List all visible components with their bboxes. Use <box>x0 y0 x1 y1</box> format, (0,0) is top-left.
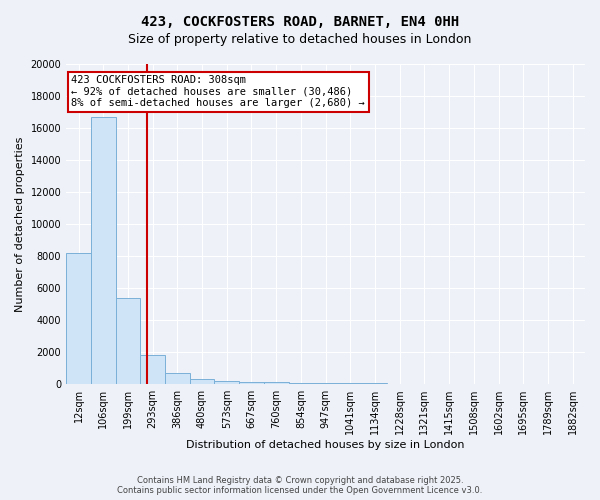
Bar <box>214 380 239 384</box>
Bar <box>289 382 313 384</box>
Bar <box>116 298 140 384</box>
Bar <box>190 379 214 384</box>
Bar <box>264 382 289 384</box>
Text: Contains HM Land Registry data © Crown copyright and database right 2025.
Contai: Contains HM Land Registry data © Crown c… <box>118 476 482 495</box>
Bar <box>165 372 190 384</box>
Bar <box>66 253 91 384</box>
X-axis label: Distribution of detached houses by size in London: Distribution of detached houses by size … <box>187 440 465 450</box>
Text: 423, COCKFOSTERS ROAD, BARNET, EN4 0HH: 423, COCKFOSTERS ROAD, BARNET, EN4 0HH <box>141 15 459 29</box>
Y-axis label: Number of detached properties: Number of detached properties <box>15 136 25 312</box>
Text: 423 COCKFOSTERS ROAD: 308sqm
← 92% of detached houses are smaller (30,486)
8% of: 423 COCKFOSTERS ROAD: 308sqm ← 92% of de… <box>71 75 365 108</box>
Bar <box>91 117 116 384</box>
Bar <box>239 382 264 384</box>
Bar <box>338 383 362 384</box>
Text: Size of property relative to detached houses in London: Size of property relative to detached ho… <box>128 32 472 46</box>
Bar <box>313 383 338 384</box>
Bar <box>140 355 165 384</box>
